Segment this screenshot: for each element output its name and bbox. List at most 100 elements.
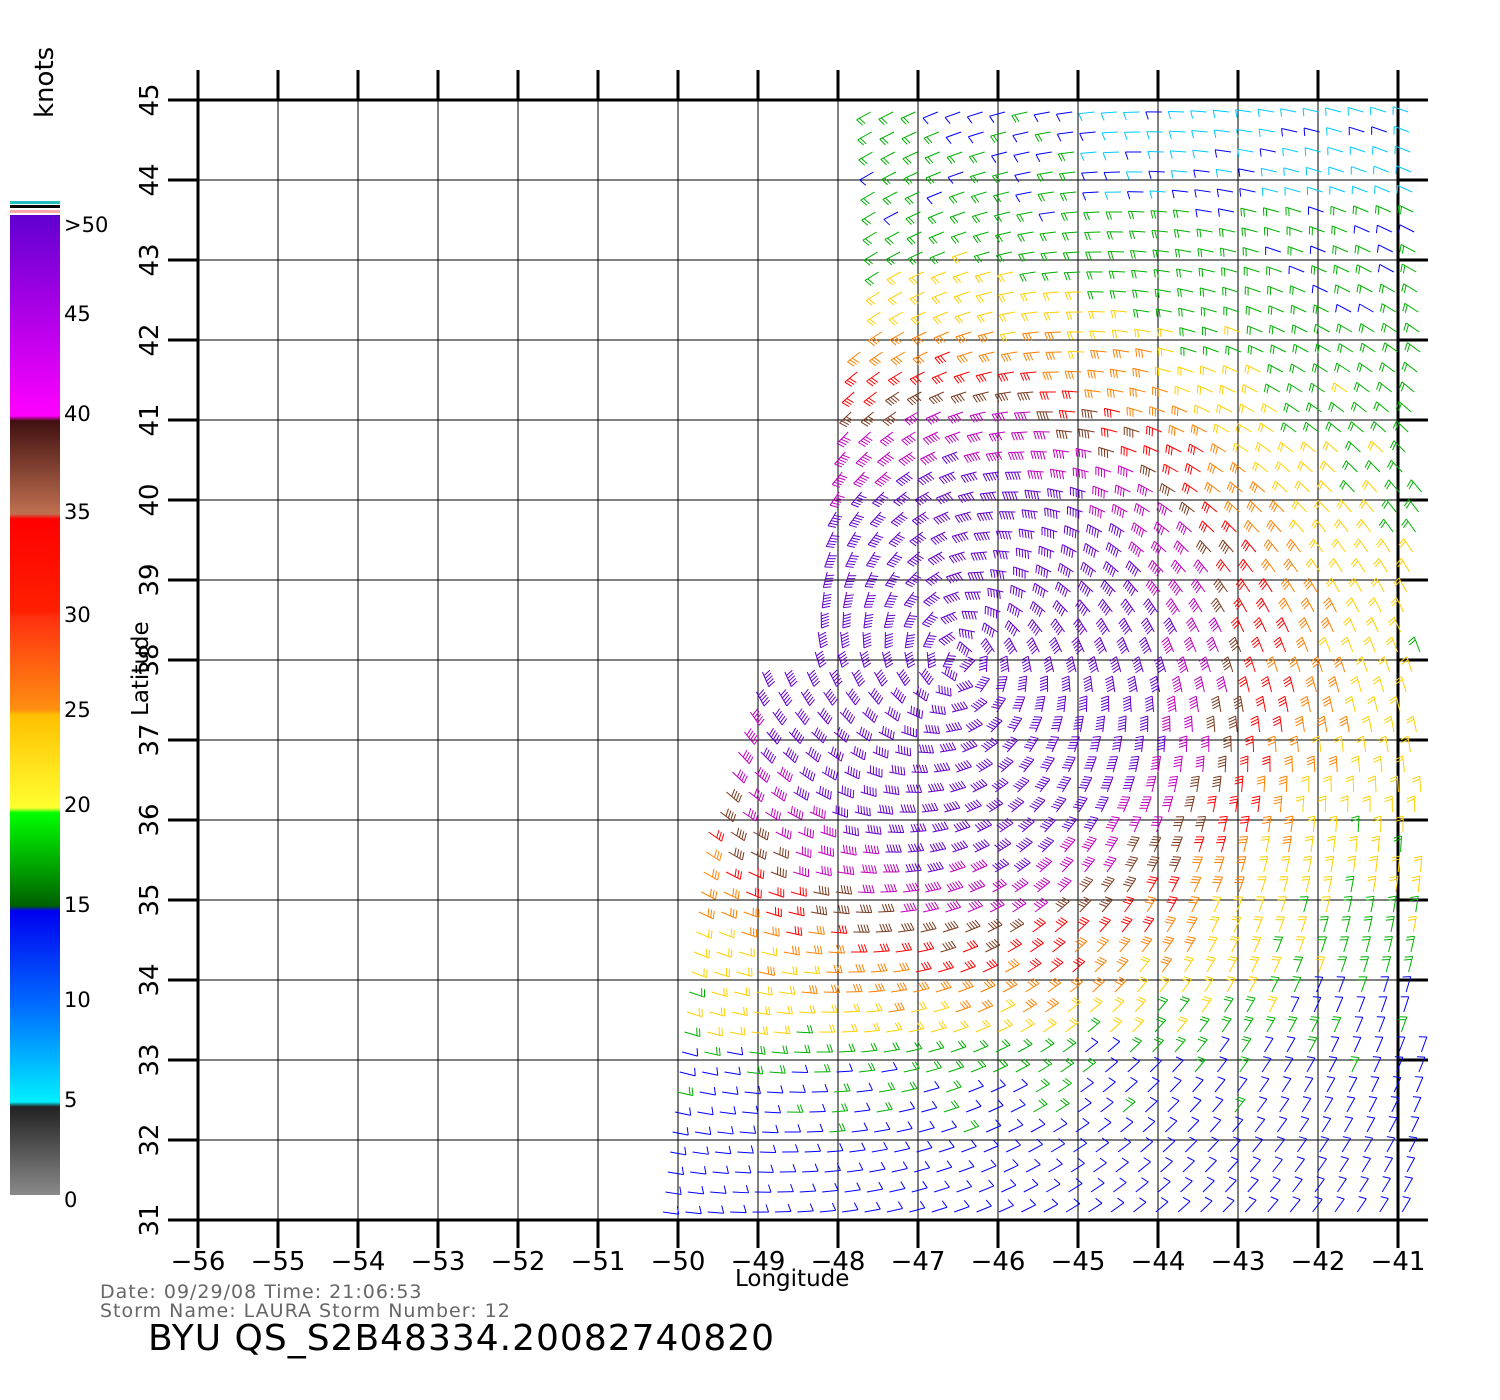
wind-barb [1183,956,1194,973]
wind-barb [1172,209,1190,219]
wind-barb [744,1085,761,1095]
wind-barb [1244,286,1261,296]
wind-barb [1374,1036,1384,1053]
wind-barb [944,111,961,124]
wind-barb [872,491,889,508]
wind-barb [1212,109,1230,119]
wind-barb [978,351,995,363]
wind-barb [815,865,832,877]
wind-barb [1200,1196,1213,1213]
wind-barb [801,985,818,994]
wind-barb [773,846,790,859]
wind-barb [1000,351,1018,362]
wind-barb [1147,1076,1160,1093]
wind-barb [854,1102,871,1113]
wind-barb [910,1001,928,1013]
wind-barb [1273,636,1287,653]
wind-barb [884,591,898,608]
wind-barb [1308,538,1324,553]
wind-barb [682,1048,699,1057]
wind-barb [1027,470,1044,480]
wind-barb [823,984,841,994]
wind-barb [1178,735,1188,753]
wind-barb [985,451,1003,462]
wind-barb [877,451,894,467]
wind-barb [1328,166,1345,175]
wind-barb [1389,775,1399,793]
wind-barb [953,291,970,304]
wind-barb [730,1204,747,1214]
wind-barb [1078,776,1093,793]
wind-barb [757,1164,774,1173]
wind-barb [1034,776,1051,793]
wind-barb [1317,936,1327,953]
wind-barb [1132,1016,1145,1033]
wind-barb [970,859,988,873]
colorbar-tick-label: 5 [64,1088,78,1112]
wind-barb [1268,324,1286,335]
wind-barb [704,1046,721,1057]
wind-barb [706,1027,723,1037]
wind-barb [1356,1196,1367,1213]
wind-barb [1007,451,1025,461]
wind-barb [1397,204,1414,215]
wind-barb [970,1059,987,1073]
wind-barb [893,491,911,507]
wind-barb [1355,656,1368,673]
wind-barb [798,1005,816,1014]
wind-barb [1212,775,1222,793]
wind-barb [987,918,1003,933]
wind-barb [866,551,881,568]
wind-barb [898,922,915,933]
wind-barb [927,551,945,566]
wind-barb [1114,976,1127,993]
wind-barb [1328,755,1338,773]
wind-barb [1354,244,1371,255]
wind-barb [1170,559,1186,574]
wind-barb [802,1163,819,1173]
wind-barb [1345,875,1355,893]
wind-barb [1172,1056,1184,1073]
wind-barb [978,1179,995,1193]
wind-barb [823,688,838,706]
wind-barb [667,1166,685,1176]
wind-barb [809,805,826,820]
wind-barb [967,571,985,581]
wind-barb [1144,695,1155,713]
wind-barb [1289,1196,1301,1213]
wind-barb [898,451,916,466]
wind-barb [1227,1156,1239,1173]
wind-barb [1379,303,1397,314]
wind-barb [1109,1016,1123,1033]
wind-barb [1196,385,1213,395]
wind-barb [1181,482,1198,495]
wind-barb [876,1102,893,1113]
wind-barb [1194,1056,1206,1073]
wind-barb [973,251,990,264]
wind-barb [1310,265,1327,275]
wind-barb [1213,129,1231,138]
wind-barb [821,591,832,609]
wind-barb [863,391,877,407]
wind-barb [734,1165,752,1174]
wind-barb [1314,343,1331,354]
wind-barb [992,171,1009,183]
wind-barb [776,766,793,783]
wind-barb [1096,936,1109,953]
colorbar-unit-label: knots [30,46,60,118]
wind-barb [1395,165,1412,174]
wind-barb [1009,584,1027,599]
wind-barb [935,980,952,993]
wind-barb [1160,1156,1173,1173]
wind-barb [984,605,1001,619]
wind-barb [989,898,1005,913]
wind-barb [970,191,987,204]
wind-barb [1261,1056,1272,1073]
wind-barb [979,491,997,502]
wind-barb [1401,361,1418,373]
wind-barb [1336,323,1353,334]
wind-barb [906,231,922,245]
wind-barb [886,551,903,568]
wind-barb [1217,755,1227,773]
wind-barb [1359,1176,1369,1193]
